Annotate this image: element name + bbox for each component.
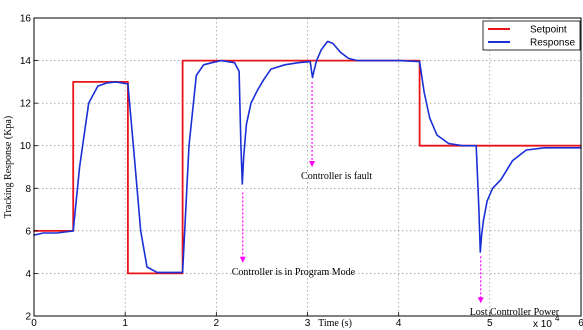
annotation-text-2: Lost Controller Power — [470, 307, 560, 318]
x-axis-label: Time (s) — [318, 318, 352, 329]
x-tick-label-2: 2 — [214, 318, 220, 329]
y-axis-label: Tracking Response (Kpa) — [3, 116, 14, 218]
x-tick-label-1: 1 — [122, 318, 128, 329]
legend: Setpoint Response — [483, 21, 580, 50]
x-multiplier-base: x 10 — [533, 319, 552, 330]
legend-label-response: Response — [530, 38, 575, 49]
y-tick-label-6: 14 — [20, 56, 32, 67]
x-tick-label-6: 6 — [578, 318, 583, 329]
y-tick-label-5: 12 — [20, 99, 32, 110]
y-tick-label-4: 10 — [20, 141, 32, 152]
y-tick-label-0: 2 — [25, 312, 31, 323]
y-tick-label-3: 8 — [25, 184, 31, 195]
annotation-text-0: Controller is in Program Mode — [232, 267, 356, 278]
x-tick-label-5: 5 — [487, 318, 493, 329]
y-tick-label-7: 16 — [20, 14, 32, 25]
x-multiplier-exponent: 4 — [555, 314, 560, 323]
x-tick-label-0: 0 — [31, 318, 37, 329]
annotation-text-1: Controller is fault — [301, 171, 372, 182]
y-tick-label-2: 6 — [25, 226, 31, 237]
x-tick-label-4: 4 — [396, 318, 402, 329]
y-tick-label-1: 4 — [25, 269, 31, 280]
legend-label-setpoint: Setpoint — [530, 25, 567, 36]
x-tick-label-3: 3 — [305, 318, 311, 329]
